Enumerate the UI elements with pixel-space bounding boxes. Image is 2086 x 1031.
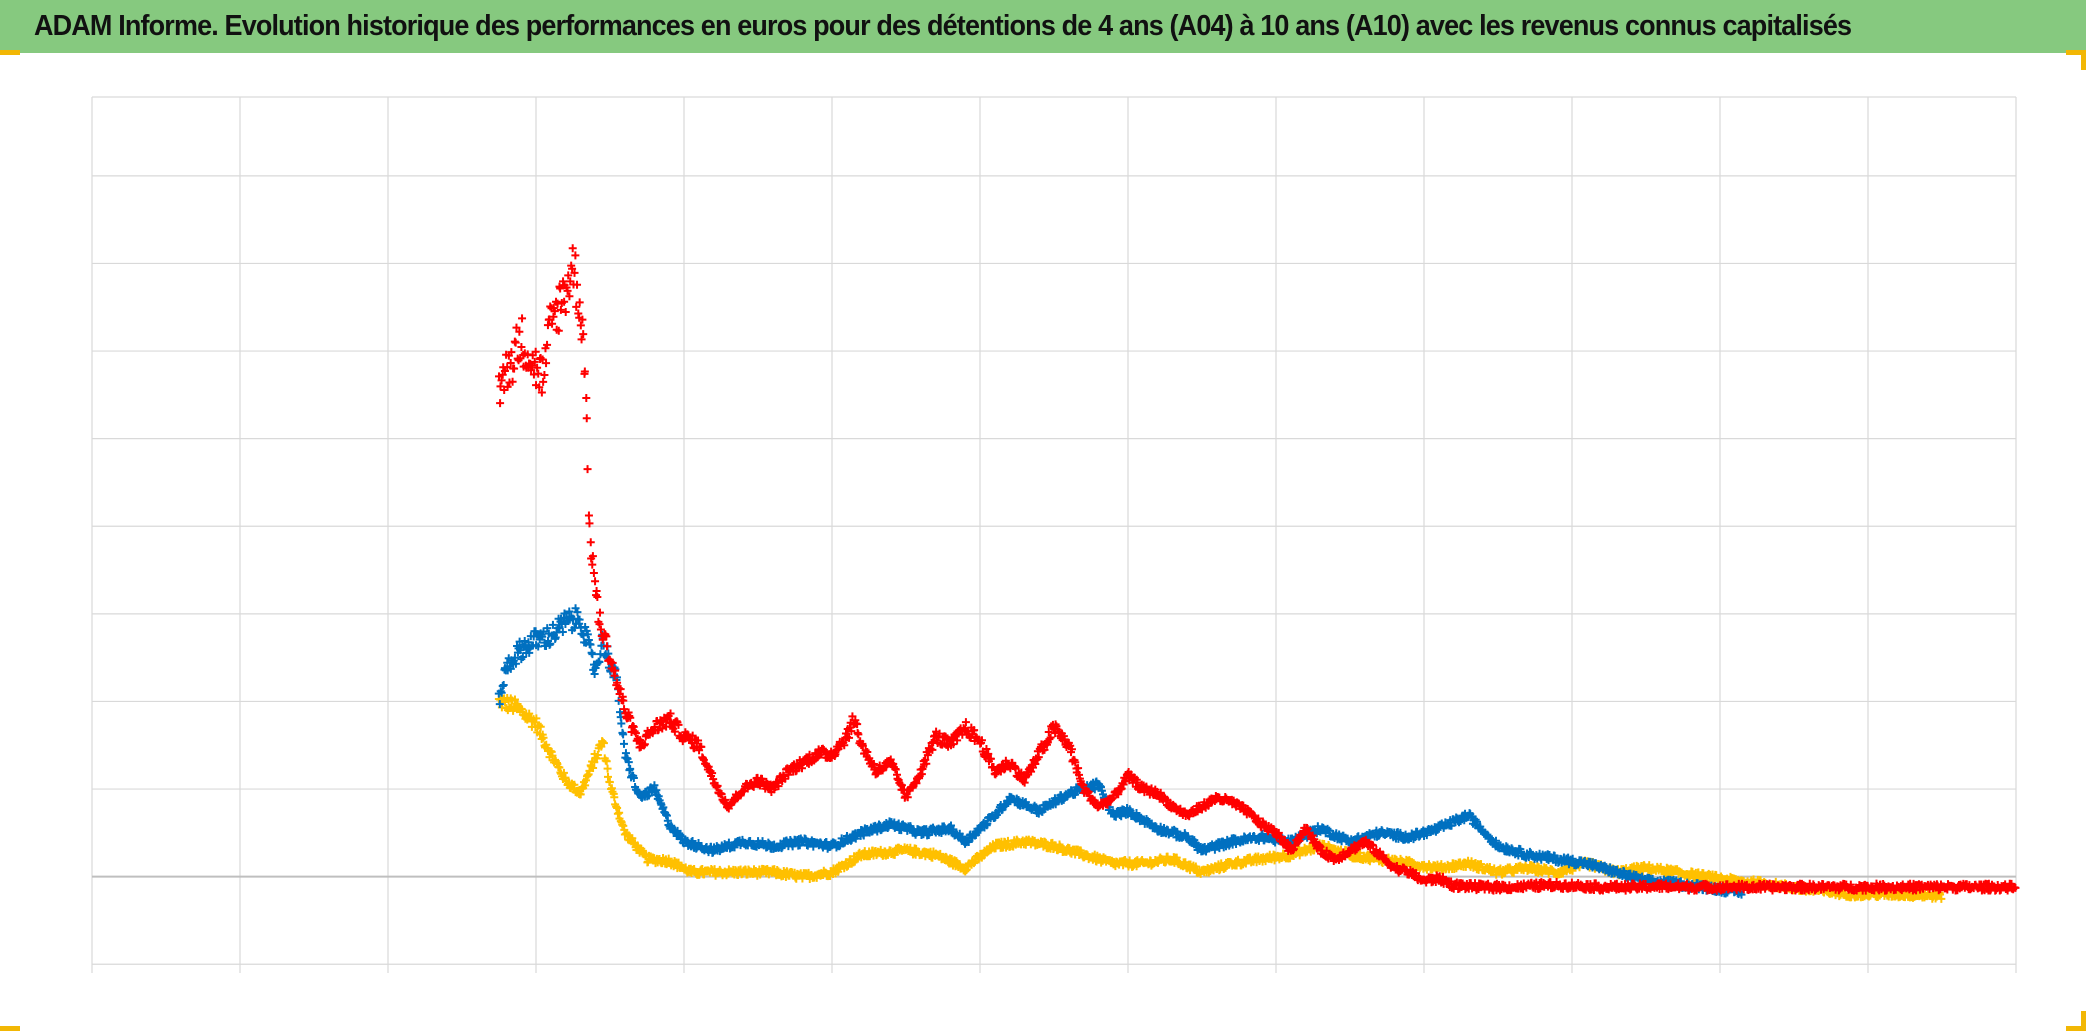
chart-title-bar: ADAM Informe. Evolution historique des p…: [0, 0, 2086, 53]
data-point: [589, 763, 598, 772]
data-point: [610, 793, 619, 802]
data-point: [555, 763, 564, 772]
data-point: [962, 865, 971, 874]
data-point: [499, 680, 508, 689]
data-point: [588, 650, 597, 659]
data-point: [581, 776, 590, 785]
data-point: [568, 244, 577, 253]
data-point: [591, 577, 600, 586]
data-point: [518, 653, 527, 662]
data-point: [582, 394, 591, 403]
data-point: [548, 620, 557, 629]
data-point: [539, 733, 548, 742]
data-point: [535, 721, 544, 730]
data-point: [497, 688, 506, 697]
data-point: [1533, 862, 1542, 871]
data-point: [586, 640, 595, 649]
corner-mark-right-top-vertical: [2081, 50, 2086, 70]
data-point: [495, 700, 504, 709]
data-point: [584, 511, 593, 520]
data-point: [583, 630, 592, 639]
data-point: [595, 608, 604, 617]
data-point: [571, 251, 580, 260]
corner-mark-bottom-left: [0, 1026, 20, 1031]
data-point: [576, 321, 585, 330]
data-point: [546, 639, 555, 648]
chart-points: [494, 244, 2020, 903]
data-point: [511, 659, 520, 668]
corner-mark-bottom-right: [2066, 1026, 2086, 1031]
data-point: [532, 714, 541, 723]
series-3-points: [495, 244, 2020, 895]
data-point: [613, 809, 622, 818]
data-point: [619, 739, 628, 748]
data-point: [618, 820, 627, 829]
data-point: [604, 772, 613, 781]
data-point: [582, 414, 591, 423]
data-point: [687, 838, 696, 847]
data-point: [602, 757, 611, 766]
data-point: [589, 568, 598, 577]
data-point: [603, 764, 612, 773]
data-point: [538, 632, 547, 641]
data-point: [573, 608, 582, 617]
data-point: [798, 874, 807, 883]
data-point: [539, 377, 548, 386]
data-point: [617, 719, 626, 728]
data-point: [593, 751, 602, 760]
data-point: [619, 730, 628, 739]
data-point: [581, 623, 590, 632]
data-point: [506, 664, 515, 673]
data-point: [1477, 860, 1486, 869]
corner-mark-top-right: [2066, 50, 2086, 55]
data-point: [593, 592, 602, 601]
data-point: [586, 538, 595, 547]
data-point: [565, 607, 574, 616]
data-point: [511, 338, 520, 347]
chart-title: ADAM Informe. Evolution historique des p…: [34, 10, 1852, 42]
data-point: [605, 778, 614, 787]
data-point: [598, 737, 607, 746]
data-point: [518, 314, 527, 323]
data-point: [558, 628, 567, 637]
data-point: [1937, 894, 1946, 903]
data-point: [543, 624, 552, 633]
data-point: [969, 859, 978, 868]
data-point: [1295, 851, 1304, 860]
data-point: [599, 739, 608, 748]
data-point: [854, 730, 863, 739]
data-point: [575, 615, 584, 624]
data-point: [595, 658, 604, 667]
data-point: [540, 370, 549, 379]
data-point: [525, 709, 534, 718]
series-2-points: [494, 604, 1746, 899]
data-point: [579, 330, 588, 339]
data-point: [591, 664, 600, 673]
data-point: [604, 649, 613, 658]
corner-mark-right-bottom-vertical: [2081, 1011, 2086, 1031]
data-point: [536, 722, 545, 731]
data-point: [570, 780, 579, 789]
data-point: [583, 465, 592, 474]
data-point: [496, 399, 505, 408]
data-point: [626, 764, 635, 773]
data-point: [588, 560, 597, 569]
data-point: [629, 774, 638, 783]
data-point: [624, 758, 633, 767]
data-point: [577, 335, 586, 344]
data-point: [534, 642, 543, 651]
corner-mark-top-left: [0, 50, 20, 55]
chart-grid: [91, 96, 2017, 973]
